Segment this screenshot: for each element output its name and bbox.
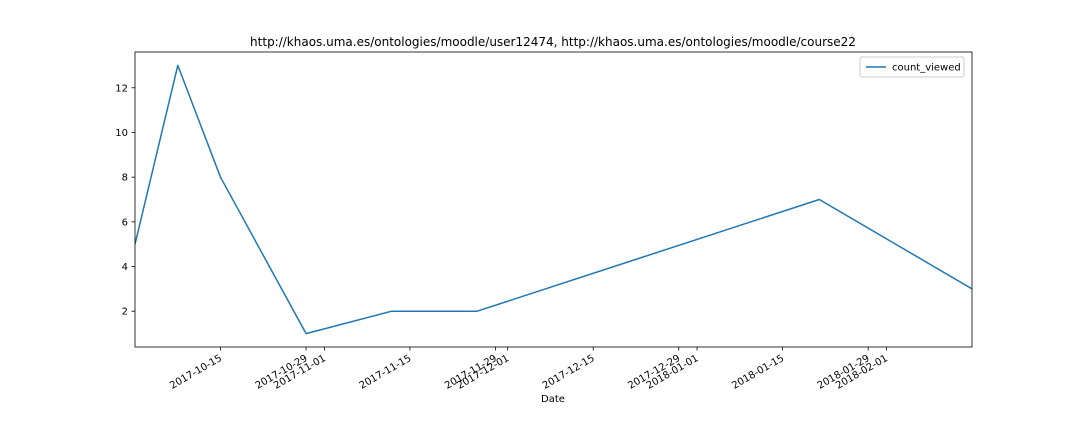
y-tick-label: 10 [115, 128, 128, 139]
series-line-count-viewed [135, 64, 972, 335]
legend-label: count_viewed [892, 63, 961, 74]
series-layer [135, 64, 972, 335]
y-tick-label: 6 [122, 217, 128, 228]
y-axis: 2 4 6 8 10 12 [115, 83, 135, 318]
x-tick-label: 2017-11-15 [358, 353, 414, 392]
x-tick-label: 2017-12-15 [541, 353, 597, 392]
x-tick-label: 2018-01-15 [730, 353, 786, 392]
chart-title: http://khaos.uma.es/ontologies/moodle/us… [250, 35, 856, 49]
y-tick-label: 8 [122, 173, 128, 184]
plot-area [135, 52, 972, 347]
x-tick-label: 2017-10-15 [168, 353, 224, 392]
y-tick-label: 12 [115, 83, 128, 94]
plot-frame [134, 51, 973, 348]
y-tick-label: 2 [122, 307, 128, 318]
x-axis-label: Date [541, 394, 565, 405]
legend: count_viewed [859, 56, 965, 78]
y-tick-label: 4 [122, 262, 128, 273]
legend-box [859, 56, 965, 78]
